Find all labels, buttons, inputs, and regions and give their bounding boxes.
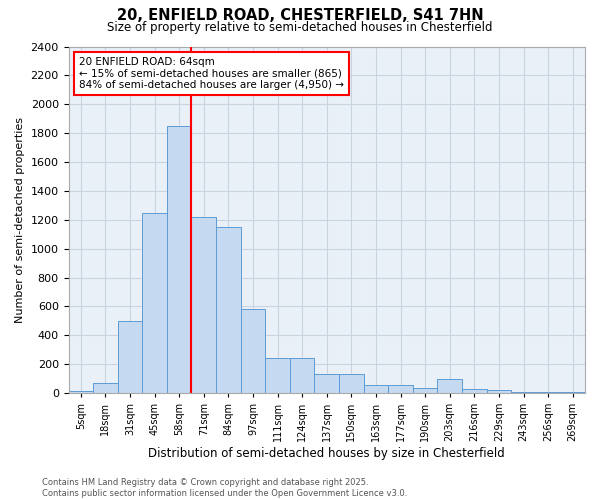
Text: 20, ENFIELD ROAD, CHESTERFIELD, S41 7HN: 20, ENFIELD ROAD, CHESTERFIELD, S41 7HN — [116, 8, 484, 22]
Text: Contains HM Land Registry data © Crown copyright and database right 2025.
Contai: Contains HM Land Registry data © Crown c… — [42, 478, 407, 498]
Bar — [68, 391, 93, 393]
Bar — [93, 383, 118, 393]
Bar — [536, 392, 560, 393]
X-axis label: Distribution of semi-detached houses by size in Chesterfield: Distribution of semi-detached houses by … — [148, 447, 505, 460]
Bar — [487, 390, 511, 393]
Bar — [167, 126, 191, 393]
Bar — [118, 321, 142, 393]
Bar — [290, 358, 314, 393]
Bar — [216, 227, 241, 393]
Bar — [511, 392, 536, 393]
Bar — [241, 310, 265, 393]
Bar — [462, 389, 487, 393]
Bar — [339, 374, 364, 393]
Bar — [364, 385, 388, 393]
Bar — [560, 392, 585, 393]
Bar — [413, 388, 437, 393]
Bar — [142, 212, 167, 393]
Text: Size of property relative to semi-detached houses in Chesterfield: Size of property relative to semi-detach… — [107, 21, 493, 34]
Y-axis label: Number of semi-detached properties: Number of semi-detached properties — [15, 117, 25, 323]
Text: 20 ENFIELD ROAD: 64sqm
← 15% of semi-detached houses are smaller (865)
84% of se: 20 ENFIELD ROAD: 64sqm ← 15% of semi-det… — [79, 57, 344, 90]
Bar — [437, 380, 462, 393]
Bar — [388, 385, 413, 393]
Bar — [191, 217, 216, 393]
Bar — [265, 358, 290, 393]
Bar — [314, 374, 339, 393]
